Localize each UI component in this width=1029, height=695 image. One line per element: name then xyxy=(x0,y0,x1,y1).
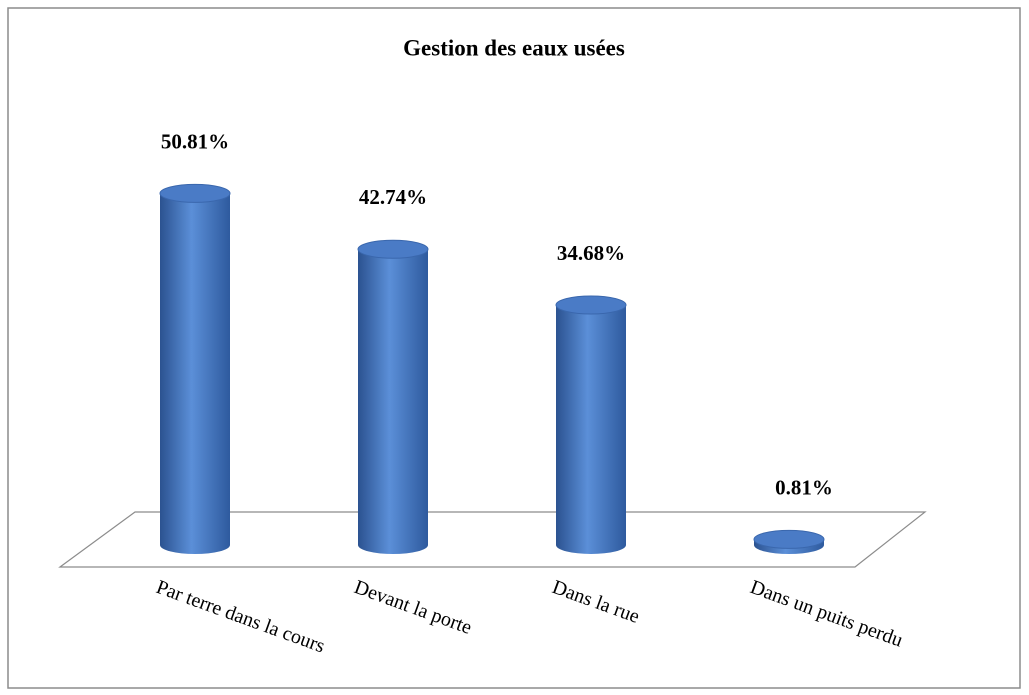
value-label: 42.74% xyxy=(359,185,427,209)
value-label: 50.81% xyxy=(161,129,229,153)
cylinder-top xyxy=(357,239,429,259)
cylinder-body xyxy=(556,305,626,554)
cylinder-body xyxy=(358,249,428,554)
cylinder-top xyxy=(753,529,825,549)
floor xyxy=(58,511,927,568)
chart-title: Gestion des eaux usées xyxy=(403,35,625,60)
value-label: 0.81% xyxy=(775,475,833,499)
value-label: 34.68% xyxy=(557,241,625,265)
cylinder-top xyxy=(555,295,627,315)
cylinder-body xyxy=(160,193,230,554)
cylinder-top xyxy=(159,183,231,203)
